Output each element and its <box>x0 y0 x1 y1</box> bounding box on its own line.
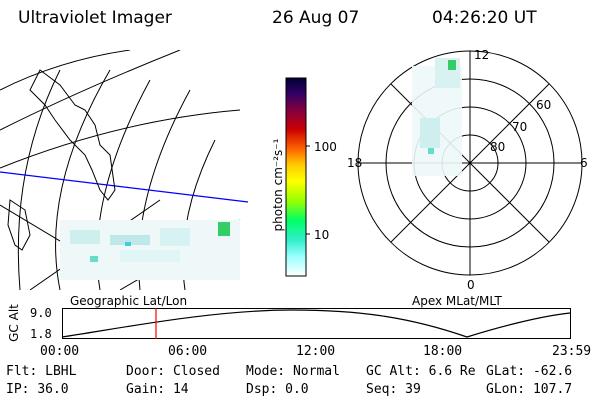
footer-door: Door: Closed <box>126 364 220 379</box>
polar-grid <box>357 50 583 276</box>
colorbar-tick-100: 100 <box>314 140 337 154</box>
image-swath <box>60 220 240 280</box>
footer-mode: Mode: Normal <box>246 364 340 379</box>
xtick-0600: 06:00 <box>168 344 208 359</box>
app-title: Ultraviolet Imager <box>18 8 172 28</box>
footer-seq: Seq: 39 <box>366 382 421 397</box>
altitude-ytick-bottom: 1.8 <box>30 327 52 341</box>
altitude-ylabel: GC Alt <box>7 304 21 342</box>
date-label: 26 Aug 07 <box>272 8 360 28</box>
mlt-label-12: 12 <box>474 48 490 62</box>
time-label: 04:26:20 UT <box>432 8 537 28</box>
altitude-plot <box>62 308 571 339</box>
lat-label-60: 60 <box>536 98 552 112</box>
coastline-south <box>7 199 31 251</box>
coastline <box>29 69 116 201</box>
polar-label: Apex MLat/MLT <box>412 294 502 308</box>
colorbar-scale <box>285 77 307 277</box>
xtick-0000: 00:00 <box>40 344 80 359</box>
footer-flt: Flt: LBHL <box>6 364 77 379</box>
altitude-ytick-top: 9.0 <box>30 306 52 320</box>
lat-label-70: 70 <box>512 120 528 134</box>
xtick-2359: 23:59 <box>552 344 592 359</box>
colorbar-unit-label: photon cm⁻²s⁻¹ <box>271 138 285 232</box>
colorbar-tick-10: 10 <box>314 228 330 242</box>
altitude-frame <box>62 308 571 339</box>
mlt-label-0: 0 <box>467 278 475 292</box>
footer-glon: GLon: 107.7 <box>486 382 573 397</box>
geographic-map <box>0 50 249 290</box>
footer-gain: Gain: 14 <box>126 382 189 397</box>
footer-glat: GLat: -62.6 <box>486 364 573 379</box>
geographic-label: Geographic Lat/Lon <box>70 294 188 308</box>
polar-plot <box>357 50 583 276</box>
mlt-label-18: 18 <box>347 156 363 170</box>
polar-image-swath <box>412 58 462 176</box>
footer-gc-alt: GC Alt: 6.6 Re <box>366 364 476 379</box>
altitude-curve <box>62 309 571 338</box>
mlt-label-6: 6 <box>580 156 588 170</box>
colorbar <box>285 77 310 277</box>
lat-label-80: 80 <box>490 140 506 154</box>
xtick-1800: 18:00 <box>423 344 463 359</box>
orbit-track-line <box>0 171 249 203</box>
footer-dsp: Dsp: 0.0 <box>246 382 309 397</box>
xtick-1200: 12:00 <box>296 344 336 359</box>
footer-ip: IP: 36.0 <box>6 382 69 397</box>
